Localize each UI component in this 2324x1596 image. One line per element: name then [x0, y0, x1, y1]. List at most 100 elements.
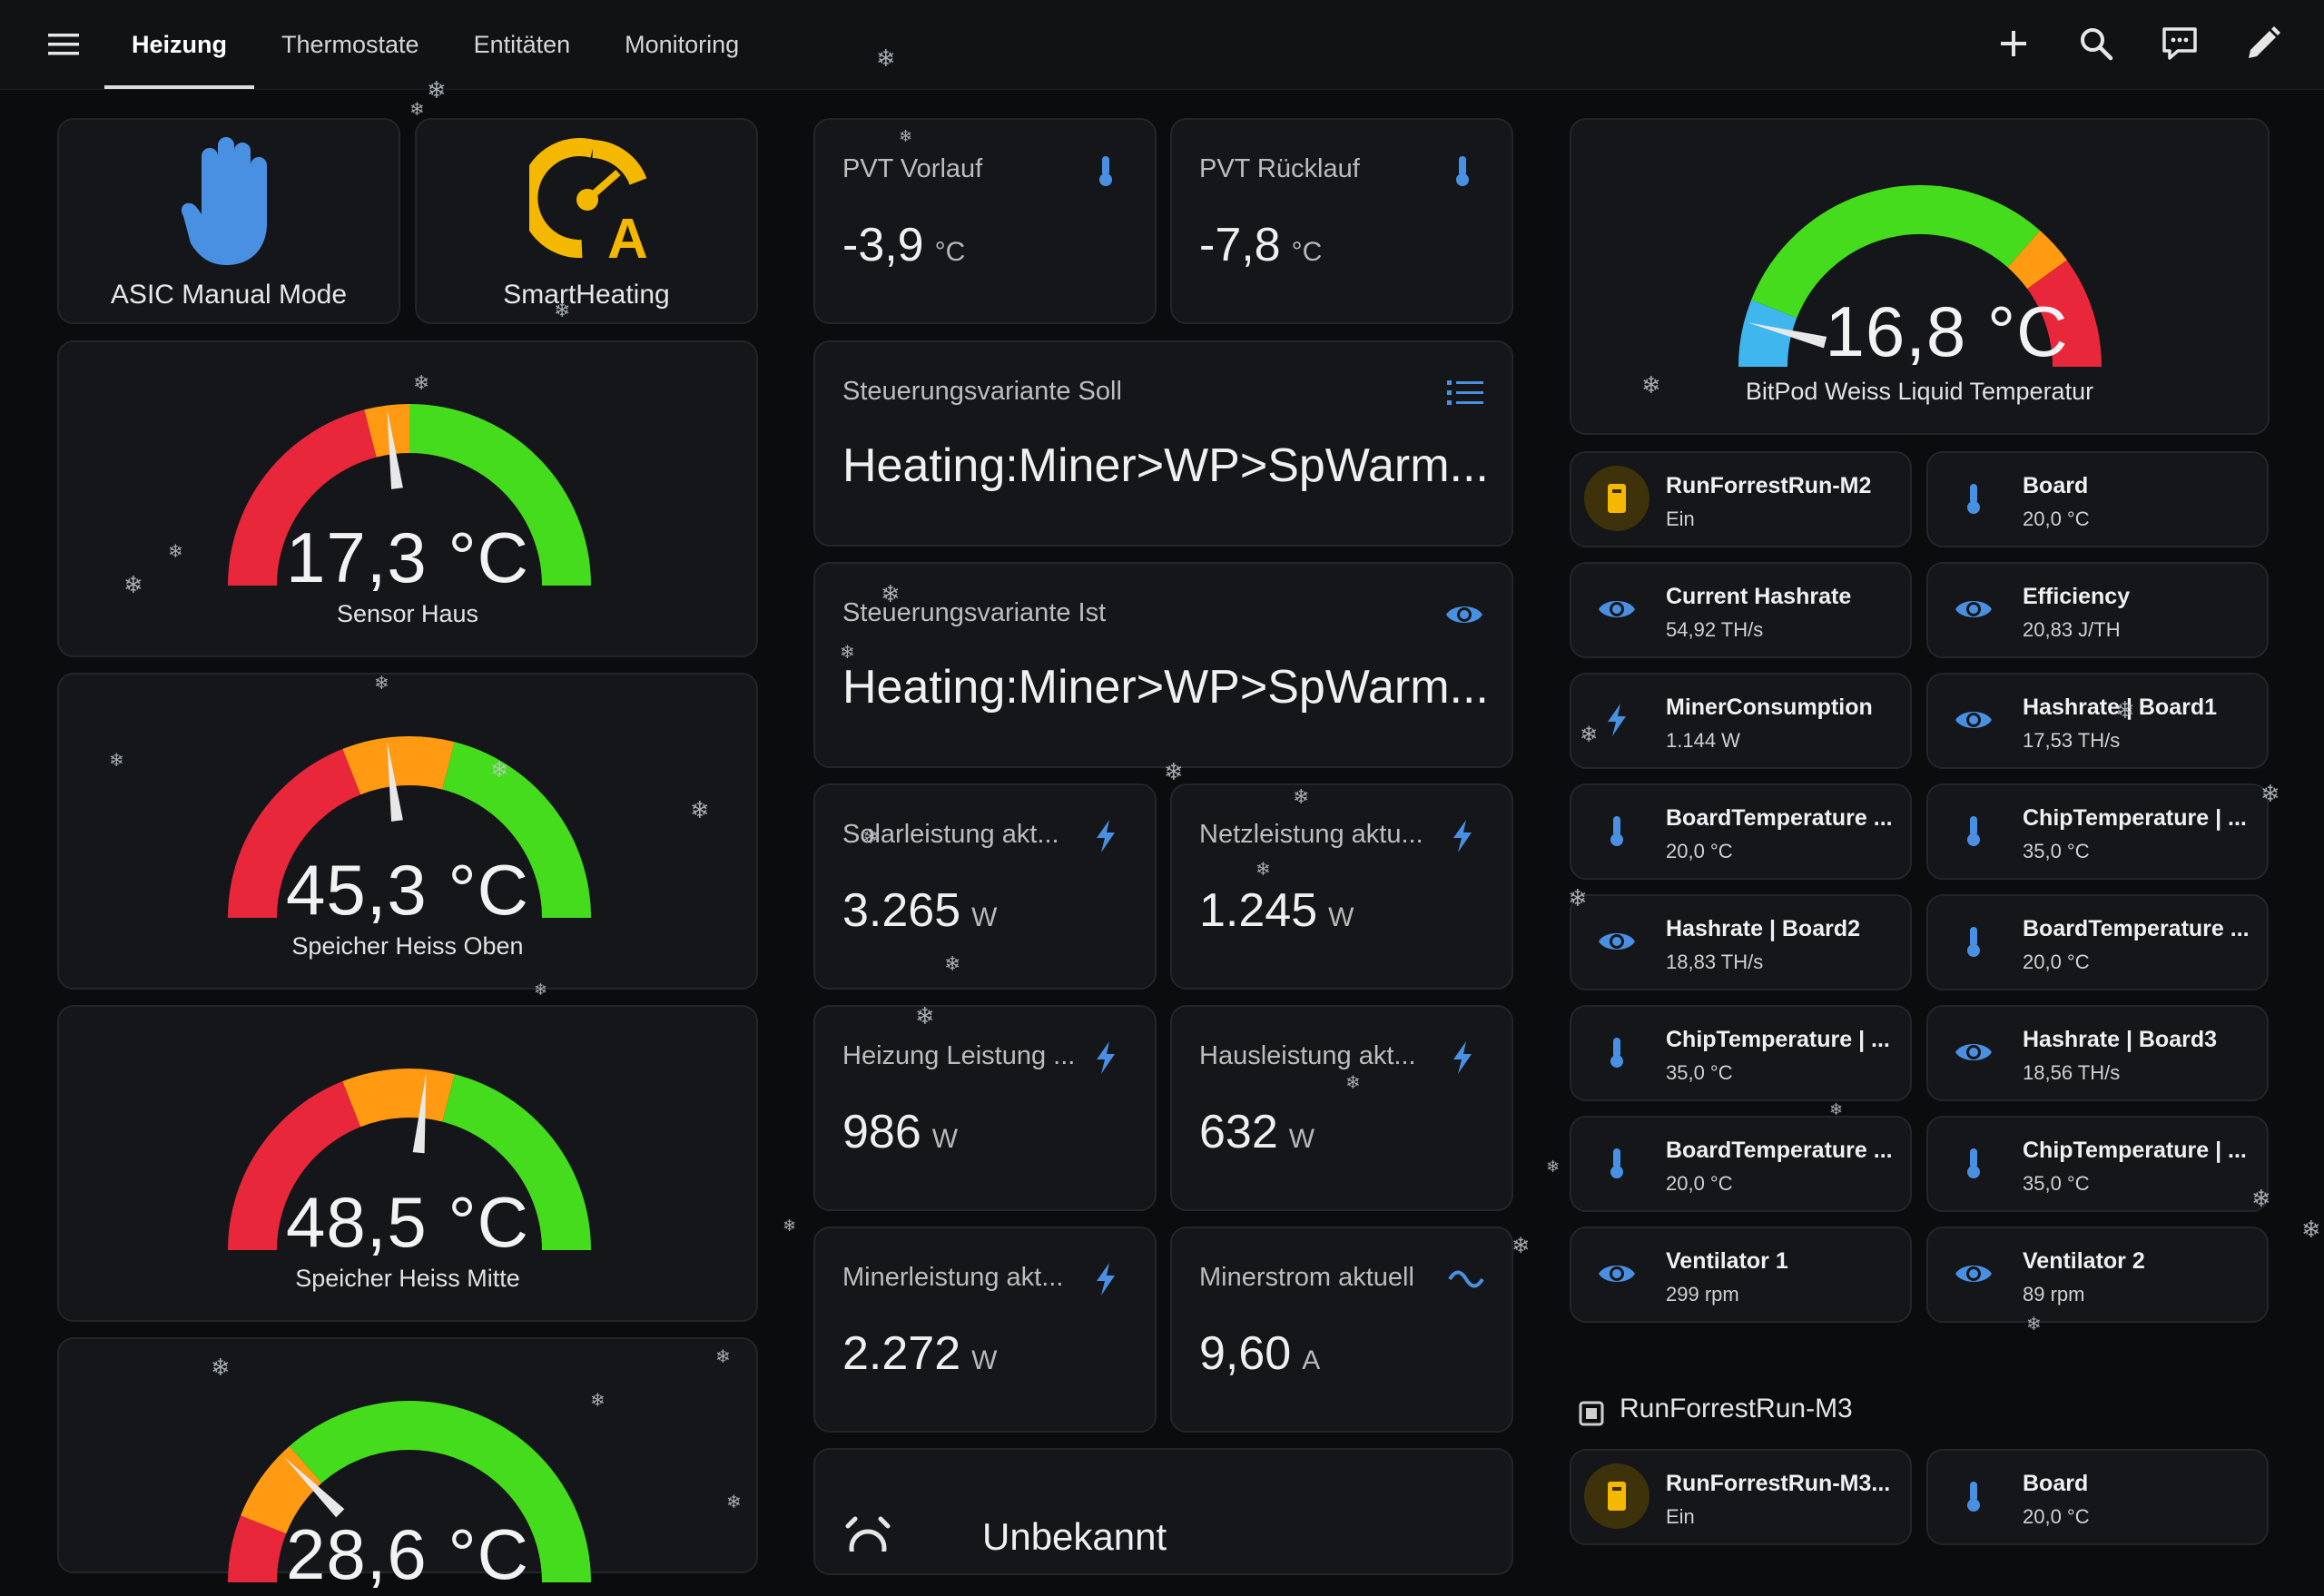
gauge-segment-2 [289, 1401, 591, 1582]
tile-name: ChipTemperature | ... [1666, 1027, 1890, 1052]
sensor-card-netz[interactable]: Netzleistung aktu... 1.245 W [1170, 783, 1513, 990]
sensor-card-haus[interactable]: Hausleistung akt... 632 W [1170, 1005, 1513, 1211]
tab-entitaeten[interactable]: Entitäten [447, 0, 598, 89]
gauge-dial [1738, 185, 2102, 367]
snowflake-decoration: ❄ [876, 45, 896, 73]
tab-heizung[interactable]: Heizung [104, 0, 254, 89]
gauge-value: 45,3 °C [285, 850, 529, 930]
thermometer-icon [1584, 1130, 1649, 1196]
pencil-icon[interactable] [2241, 22, 2285, 65]
snowflake-decoration: ❄ [2026, 1313, 2042, 1335]
entity-tile[interactable]: RunForrestRun-M3... Ein [1570, 1449, 1912, 1545]
entity-tile[interactable]: Ventilator 2 89 rpm [1926, 1227, 2269, 1323]
thermometer-icon [1941, 466, 2006, 531]
gauge-card-speicher-oben[interactable]: 45,3 °C Speicher Heiss Oben [57, 673, 758, 990]
value-unit: W [971, 1345, 998, 1375]
tile-state: 1.144 W [1666, 729, 1740, 752]
gauge-label: Sensor Haus [336, 600, 479, 627]
sensor-card-heizung[interactable]: Heizung Leistung ... 986 W [813, 1005, 1157, 1211]
snowflake-decoration: ❄ [534, 980, 548, 1000]
entity-tile[interactable]: Hashrate | Board1 17,53 TH/s [1926, 673, 2269, 769]
thermometer-icon [1941, 1463, 2006, 1529]
entity-tile[interactable]: ChipTemperature | ... 35,0 °C [1926, 1116, 2269, 1212]
sensor-name: PVT Vorlauf [842, 154, 983, 183]
entity-tile[interactable]: RunForrestRun-M2 Ein [1570, 451, 1912, 547]
tile-name: Current Hashrate [1666, 584, 1852, 609]
sensor-card-pvt-vorlauf[interactable]: PVT Vorlauf -3,9 °C [813, 118, 1157, 324]
sensor-name: Minerstrom aktuell [1199, 1263, 1414, 1292]
entity-tile[interactable]: Efficiency 20,83 J/TH [1926, 562, 2269, 658]
gauge-card-4[interactable]: 28,6 °C [57, 1337, 758, 1594]
sensor-card-minerstrom[interactable]: Minerstrom aktuell 9,60 A [1170, 1227, 1513, 1433]
snowflake-decoration: ❄ [2115, 697, 2135, 724]
entity-tile[interactable]: MinerConsumption 1.144 W [1570, 673, 1912, 769]
sensor-value: -7,8 °C [1199, 218, 1322, 272]
entity-tile[interactable]: Current Hashrate 54,92 TH/s [1570, 562, 1912, 658]
entity-tile[interactable]: ChipTemperature | ... 35,0 °C [1570, 1005, 1912, 1101]
value-unit: W [971, 902, 998, 932]
flash-icon [1584, 687, 1649, 753]
snowflake-decoration: ❄ [862, 826, 880, 849]
search-icon[interactable] [2074, 22, 2118, 65]
entity-tile[interactable]: Board 20,0 °C [1926, 451, 2269, 547]
gauge-needle [387, 409, 403, 489]
sensor-card-pvt-ruecklauf[interactable]: PVT Rücklauf -7,8 °C [1170, 118, 1513, 324]
tile-state: 20,0 °C [2023, 507, 2090, 530]
snowflake-decoration: ❄ [590, 1389, 606, 1411]
sensor-value: -3,9 °C [842, 218, 965, 272]
thermometer-icon [1584, 798, 1649, 863]
entity-tile[interactable]: BoardTemperature ... 20,0 °C [1926, 894, 2269, 990]
value-number: 986 [842, 1106, 921, 1158]
smartheating-button[interactable]: A SmartHeating [415, 118, 758, 324]
assist-chat-icon[interactable] [2158, 22, 2201, 65]
entity-tile[interactable]: BoardTemperature ... 20,0 °C [1570, 1116, 1912, 1212]
gauge-dial [228, 736, 591, 918]
tile-name: MinerConsumption [1666, 695, 1873, 720]
value-number: 1.245 [1199, 884, 1318, 937]
entity-tile[interactable]: BoardTemperature ... 20,0 °C [1570, 783, 1912, 880]
thermometer-icon [1099, 156, 1112, 186]
select-card-ist[interactable]: Steuerungsvariante Ist Heating:Miner>WP>… [813, 562, 1513, 768]
menu-icon[interactable] [45, 26, 82, 63]
gauge-card-sensor-haus[interactable]: 17,3 °C Sensor Haus [57, 340, 758, 657]
auto-gauge-icon: A [529, 138, 648, 263]
tile-name: Ventilator 1 [1666, 1248, 1788, 1274]
gauge-card-speicher-mitte[interactable]: 48,5 °C Speicher Heiss Mitte [57, 1005, 758, 1322]
gauge-card-bitpod[interactable]: 16,8 °C BitPod Weiss Liquid Temperatur [1570, 118, 2270, 435]
sensor-card-solar[interactable]: Solarleistung akt... 3.265 W [813, 783, 1157, 990]
eye-icon [1941, 1241, 2006, 1306]
select-card-soll[interactable]: Steuerungsvariante Soll Heating:Miner>WP… [813, 340, 1513, 547]
sensor-card-miner[interactable]: Minerleistung akt... 2.272 W [813, 1227, 1157, 1433]
value-number: -3,9 [842, 219, 924, 271]
sensor-value: 1.245 W [1199, 883, 1354, 938]
value-unit: °C [1291, 237, 1323, 267]
entity-tile[interactable]: Ventilator 1 299 rpm [1570, 1227, 1912, 1323]
tile-name: Board [2023, 473, 2089, 498]
tab-thermostate[interactable]: Thermostate [254, 0, 447, 89]
entity-tile[interactable]: Hashrate | Board2 18,83 TH/s [1570, 894, 1912, 990]
value-unit: W [931, 1124, 959, 1154]
entity-tile[interactable]: ChipTemperature | ... 35,0 °C [1926, 783, 2269, 880]
status-card-unbekannt[interactable]: Unbekannt [813, 1448, 1513, 1575]
entity-tile[interactable]: Hashrate | Board3 18,56 TH/s [1926, 1005, 2269, 1101]
status-value: Unbekannt [982, 1515, 1167, 1558]
sensor-name: Minerleistung akt... [842, 1263, 1064, 1292]
gauge-dial [228, 1069, 591, 1250]
asic-manual-mode-button[interactable]: ASIC Manual Mode [57, 118, 400, 324]
tile-state: 299 rpm [1666, 1283, 1739, 1305]
thermometer-icon [1941, 1130, 2006, 1196]
tile-name: Board [2023, 1471, 2089, 1496]
entity-tile[interactable]: Board 20,0 °C [1926, 1449, 2269, 1545]
gauge-segment-1 [342, 736, 455, 795]
eye-icon [1446, 606, 1482, 623]
snowflake-decoration: ❄ [1568, 885, 1588, 912]
snowflake-decoration: ❄ [409, 98, 425, 120]
select-value: Heating:Miner>WP>SpWarm... [842, 661, 1489, 714]
value-unit: W [1328, 902, 1354, 932]
thermometer-icon [1584, 1020, 1649, 1085]
gauge-segment-2 [409, 404, 591, 586]
sensor-name: Heizung Leistung ... [842, 1041, 1076, 1070]
plus-icon[interactable] [1992, 22, 2035, 65]
top-app-bar: Heizung Thermostate Entitäten Monitoring [0, 0, 2324, 90]
tab-monitoring[interactable]: Monitoring [597, 0, 766, 89]
